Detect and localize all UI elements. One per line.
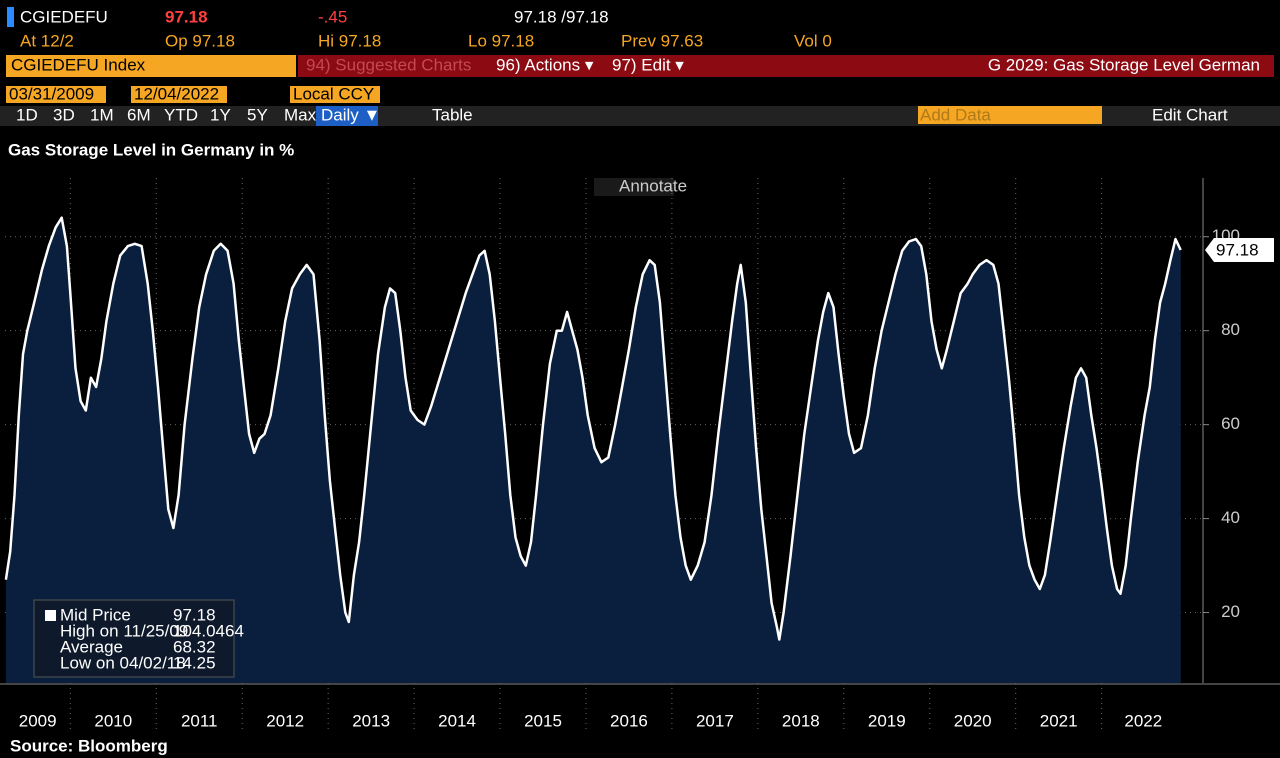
menu-item[interactable]: 96) Actions ▾ xyxy=(496,55,594,74)
y-tick-label: 40 xyxy=(1221,508,1240,527)
security-box[interactable] xyxy=(6,55,296,77)
menu-item[interactable]: 97) Edit ▾ xyxy=(612,55,684,74)
menu-bar xyxy=(298,55,1274,77)
x-tick-label: 2020 xyxy=(954,711,992,730)
range-button[interactable]: YTD xyxy=(164,105,198,124)
menu-item[interactable]: 94) Suggested Charts xyxy=(306,55,471,74)
x-tick-label: 2009 xyxy=(19,711,57,730)
quote-field: Vol 0 xyxy=(794,31,832,50)
range-button[interactable]: 6M xyxy=(127,105,151,124)
x-tick-label: 2013 xyxy=(352,711,390,730)
chart-title: Gas Storage Level in Germany in % xyxy=(8,140,294,159)
quote-field: Prev 97.63 xyxy=(621,31,703,50)
range-buttons: 1D 3D 1M 6M YTD 1Y 5Y Max xyxy=(16,105,317,124)
range-button[interactable]: Max xyxy=(284,105,317,124)
quote-field: At 12/2 xyxy=(20,31,74,50)
last-value-tag xyxy=(1205,237,1274,262)
annotate: Annotate xyxy=(619,176,687,195)
currency: Local CCY xyxy=(293,84,374,103)
frequency-box[interactable] xyxy=(316,106,378,126)
legend-swatch xyxy=(45,610,56,621)
last-price: 97.18 xyxy=(165,7,208,26)
change: -.45 xyxy=(318,7,347,26)
source: Source: Bloomberg xyxy=(10,736,168,755)
add-data: Add Data xyxy=(920,105,991,124)
quote-row: At 12/2 Op 97.18 Hi 97.18 Lo 97.18 Prev 97.6… xyxy=(20,31,832,50)
range-button[interactable]: 3D xyxy=(53,105,75,124)
function-name: G 2029: Gas Storage Level German xyxy=(988,55,1260,74)
x-tick-label: 2011 xyxy=(181,711,218,730)
range-button[interactable]: 5Y xyxy=(247,105,268,124)
x-tick-label: 2019 xyxy=(868,711,906,730)
legend-value: 68.32 xyxy=(173,637,216,656)
quote-field: Op 97.18 xyxy=(165,31,235,50)
y-tick-label: 60 xyxy=(1221,414,1240,433)
legend-label: High on 11/25/09 xyxy=(60,621,188,640)
ticker: CGIEDEFU xyxy=(20,7,108,26)
y-tick-label: 20 xyxy=(1221,602,1240,621)
x-tick-label: 2018 xyxy=(782,711,820,730)
currency-box[interactable] xyxy=(290,86,380,103)
quote-field: Lo 97.18 xyxy=(468,31,534,50)
x-tick-label: 2021 xyxy=(1040,711,1078,730)
legend-label: Mid Price xyxy=(60,605,131,624)
legend-value: 97.18 xyxy=(173,605,216,624)
legend-box xyxy=(33,599,235,678)
line xyxy=(4,216,1182,641)
end-date: 12/04/2022 xyxy=(134,84,219,103)
range-button[interactable]: 1D xyxy=(16,105,38,124)
legend-value: 104.0464 xyxy=(173,621,244,640)
x-tick-label: 2015 xyxy=(524,711,562,730)
edit-chart[interactable]: Edit Chart xyxy=(1152,105,1228,124)
x-tick-label: 2017 xyxy=(696,711,734,730)
legend-label: Average xyxy=(60,637,123,656)
ticker-marker xyxy=(7,7,14,27)
quote-field: Hi 97.18 xyxy=(318,31,381,50)
range-button[interactable]: 1Y xyxy=(210,105,231,124)
start-date-box[interactable] xyxy=(6,86,106,103)
security: CGIEDEFU Index xyxy=(11,55,146,74)
add-data-box[interactable] xyxy=(918,106,1102,124)
x-tick-label: 2014 xyxy=(438,711,476,730)
x-tick-label: 2016 xyxy=(610,711,648,730)
x-tick-label: 2022 xyxy=(1124,711,1162,730)
frequency: Daily ▼ xyxy=(321,105,380,124)
area xyxy=(5,217,1181,683)
bid-ask: 97.18 /97.18 xyxy=(514,7,609,26)
end-date-box[interactable] xyxy=(131,86,227,103)
start-date: 03/31/2009 xyxy=(9,84,94,103)
range-button[interactable]: 1M xyxy=(90,105,114,124)
legend-value: 14.25 xyxy=(173,653,216,672)
x-tick-label: 2012 xyxy=(266,711,304,730)
legend-label: Low on 04/02/18 xyxy=(60,653,186,672)
annotate-box[interactable] xyxy=(594,178,674,196)
last-value-label: 97.18 xyxy=(1216,240,1259,259)
x-tick-label: 2010 xyxy=(94,711,132,730)
table-button[interactable]: Table xyxy=(432,105,473,124)
y-tick-label: 80 xyxy=(1221,320,1240,339)
